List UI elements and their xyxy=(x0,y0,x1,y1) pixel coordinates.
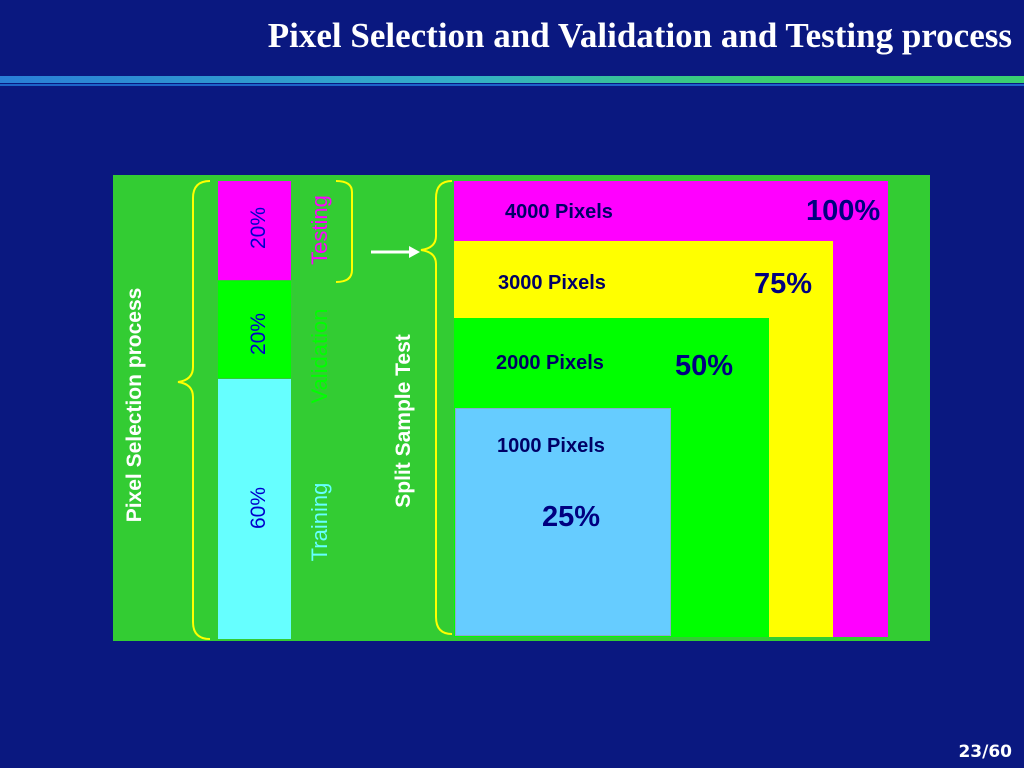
sample-100-percent: 100% xyxy=(806,195,881,227)
sample-75-percent: 75% xyxy=(754,268,813,300)
sample-100-pixels: 4000 Pixels xyxy=(505,201,613,223)
split-sample-label: Split Sample Test xyxy=(392,334,415,508)
validation-label: Validation xyxy=(307,308,332,404)
sample-75-pixels: 3000 Pixels xyxy=(498,272,606,294)
validation-percent: 20% xyxy=(247,312,270,356)
split-bracket xyxy=(420,180,453,635)
page-number: 23/60 xyxy=(958,742,1012,762)
testing-segment xyxy=(218,181,291,280)
title-divider xyxy=(0,76,1024,83)
testing-percent: 20% xyxy=(247,206,270,250)
sample-25-rect xyxy=(455,408,671,636)
training-label: Training xyxy=(307,482,332,562)
title-divider-thin xyxy=(0,84,1024,86)
validation-segment xyxy=(218,281,291,378)
arrow-head xyxy=(409,246,420,258)
sample-50-pixels: 2000 Pixels xyxy=(496,352,604,374)
testing-label: Testing xyxy=(307,195,332,265)
training-percent: 60% xyxy=(247,486,270,530)
sample-25-pixels: 1000 Pixels xyxy=(497,435,605,457)
testing-bracket xyxy=(335,180,353,283)
left-bracket xyxy=(177,180,211,640)
training-segment xyxy=(218,379,291,639)
sample-50-percent: 50% xyxy=(675,350,734,382)
sample-25-percent: 25% xyxy=(542,501,601,533)
slide-title: Pixel Selection and Validation and Testi… xyxy=(267,16,1012,55)
